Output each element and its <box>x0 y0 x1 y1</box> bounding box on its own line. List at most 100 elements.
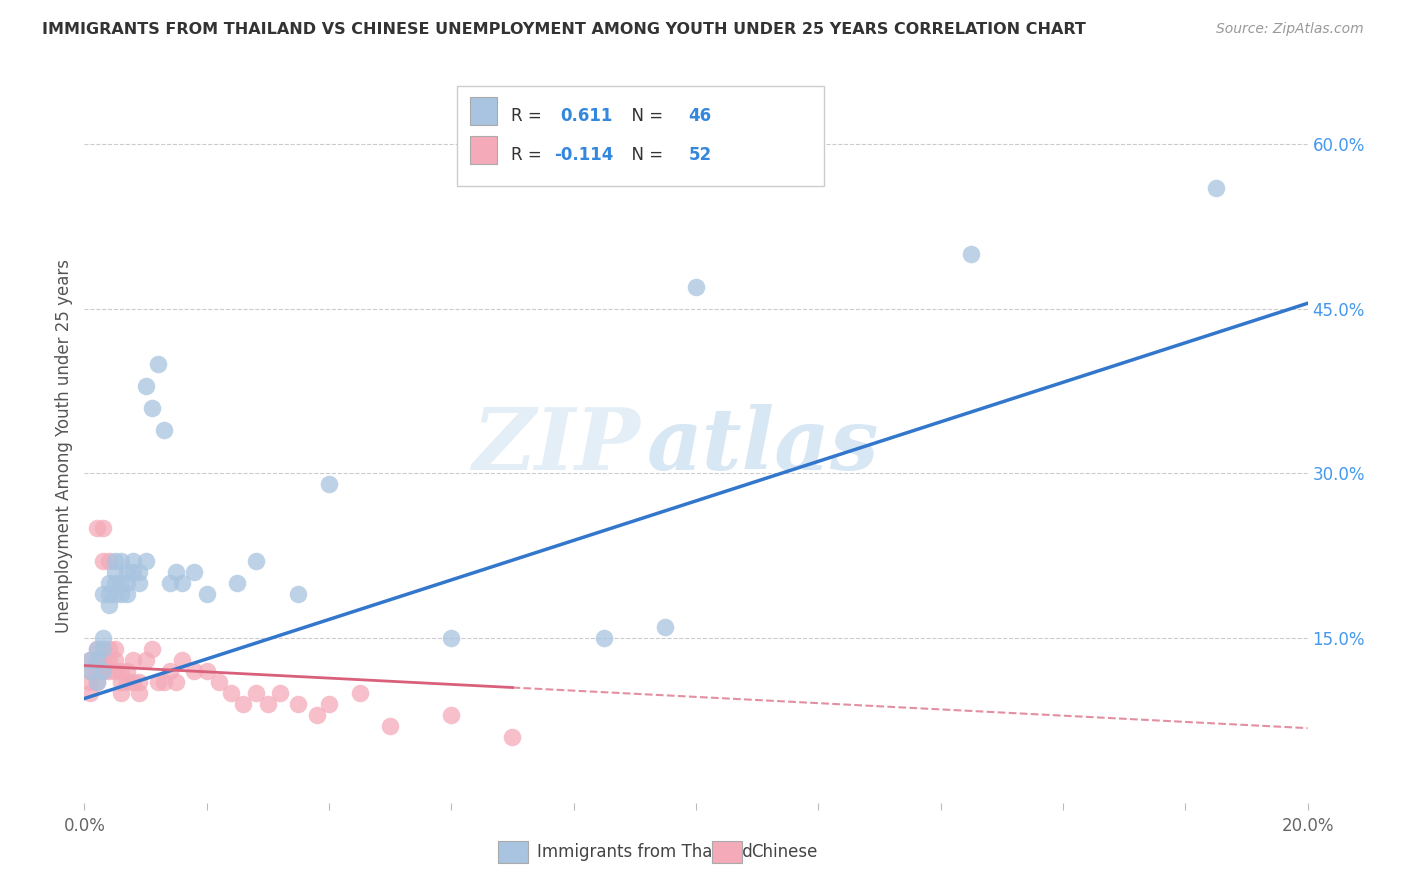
Point <box>122 566 145 580</box>
Point <box>91 642 114 657</box>
Point <box>135 653 157 667</box>
Text: 0.611: 0.611 <box>560 107 613 125</box>
Point <box>91 664 114 678</box>
FancyBboxPatch shape <box>470 96 496 125</box>
Point <box>104 554 127 568</box>
Point <box>79 664 101 678</box>
Point <box>146 357 169 371</box>
Point <box>79 664 101 678</box>
Point <box>1205 181 1227 195</box>
Point <box>79 675 101 690</box>
Point <box>104 576 127 591</box>
Text: IMMIGRANTS FROM THAILAND VS CHINESE UNEMPLOYMENT AMONG YOUTH UNDER 25 YEARS CORR: IMMIGRANTS FROM THAILAND VS CHINESE UNEM… <box>42 22 1085 37</box>
Text: R =: R = <box>512 146 547 164</box>
Point <box>97 598 120 612</box>
Point <box>960 247 983 261</box>
Point <box>195 664 218 678</box>
Point <box>305 708 328 723</box>
Point <box>159 576 181 591</box>
Point <box>183 664 205 678</box>
Point <box>122 675 145 690</box>
Point <box>110 587 132 601</box>
Point <box>141 642 163 657</box>
Point <box>91 631 114 645</box>
Point <box>110 554 132 568</box>
Point <box>128 675 150 690</box>
Point <box>97 653 120 667</box>
Point <box>440 708 463 723</box>
Point <box>349 686 371 700</box>
Point <box>104 664 127 678</box>
Point <box>654 620 676 634</box>
Point <box>593 631 616 645</box>
Point <box>91 664 114 678</box>
Point <box>79 653 101 667</box>
Text: ZIP: ZIP <box>472 404 641 488</box>
Point <box>115 566 138 580</box>
Point <box>135 378 157 392</box>
Point <box>115 576 138 591</box>
Point <box>440 631 463 645</box>
Y-axis label: Unemployment Among Youth under 25 years: Unemployment Among Youth under 25 years <box>55 259 73 633</box>
Point <box>172 653 194 667</box>
Point <box>318 697 340 711</box>
Point <box>91 554 114 568</box>
Point <box>128 686 150 700</box>
Point <box>685 280 707 294</box>
Point <box>115 675 138 690</box>
Point <box>91 642 114 657</box>
Text: -0.114: -0.114 <box>554 146 613 164</box>
Point <box>115 587 138 601</box>
FancyBboxPatch shape <box>470 136 496 164</box>
Point <box>380 719 402 733</box>
Point <box>110 576 132 591</box>
Text: 46: 46 <box>689 107 711 125</box>
Point <box>86 653 108 667</box>
Point <box>104 587 127 601</box>
Point <box>91 587 114 601</box>
Point <box>208 675 231 690</box>
FancyBboxPatch shape <box>711 841 742 863</box>
Point <box>232 697 254 711</box>
Point <box>115 664 138 678</box>
Point <box>245 554 267 568</box>
Point <box>287 587 309 601</box>
Point <box>165 566 187 580</box>
Point <box>183 566 205 580</box>
Point <box>86 664 108 678</box>
Point <box>245 686 267 700</box>
Point <box>219 686 242 700</box>
Point <box>86 642 108 657</box>
Point <box>104 566 127 580</box>
Point <box>97 642 120 657</box>
Text: R =: R = <box>512 107 547 125</box>
Point <box>104 653 127 667</box>
Text: Source: ZipAtlas.com: Source: ZipAtlas.com <box>1216 22 1364 37</box>
Point <box>110 686 132 700</box>
Point <box>128 576 150 591</box>
Point <box>128 566 150 580</box>
Point <box>165 675 187 690</box>
Point <box>146 675 169 690</box>
Point <box>195 587 218 601</box>
Text: atlas: atlas <box>647 404 880 488</box>
Point <box>269 686 291 700</box>
Point <box>91 653 114 667</box>
Point <box>159 664 181 678</box>
Point <box>79 686 101 700</box>
FancyBboxPatch shape <box>457 86 824 186</box>
Point <box>257 697 280 711</box>
Text: Immigrants from Thailand: Immigrants from Thailand <box>537 843 752 861</box>
Point <box>135 554 157 568</box>
Point <box>318 477 340 491</box>
Point <box>122 554 145 568</box>
Point <box>86 675 108 690</box>
Point <box>97 554 120 568</box>
Point <box>86 675 108 690</box>
Text: 52: 52 <box>689 146 711 164</box>
Point <box>226 576 249 591</box>
Point <box>122 653 145 667</box>
Point <box>287 697 309 711</box>
Point <box>172 576 194 591</box>
Point <box>141 401 163 415</box>
